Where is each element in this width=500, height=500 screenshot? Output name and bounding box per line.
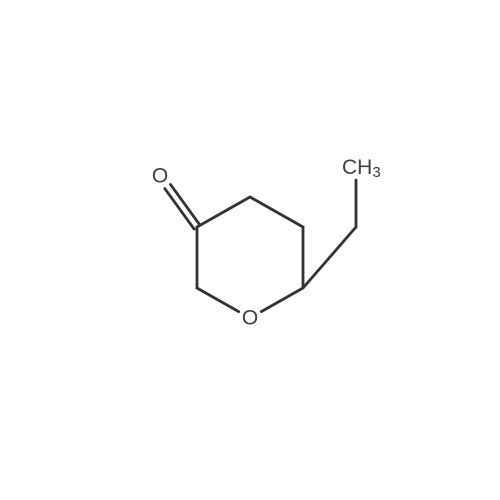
bond-line — [197, 288, 239, 312]
atom-label-et2: CH3 — [342, 156, 381, 181]
chemical-structure-diagram: O O CH3 — [0, 0, 500, 500]
bond-line — [250, 197, 303, 227]
bond-line — [261, 288, 303, 312]
atom-label-o_ring: O — [242, 307, 258, 330]
bond-line — [303, 227, 356, 288]
atom-label-o_ket: O — [152, 165, 168, 188]
bond-line — [197, 197, 250, 227]
